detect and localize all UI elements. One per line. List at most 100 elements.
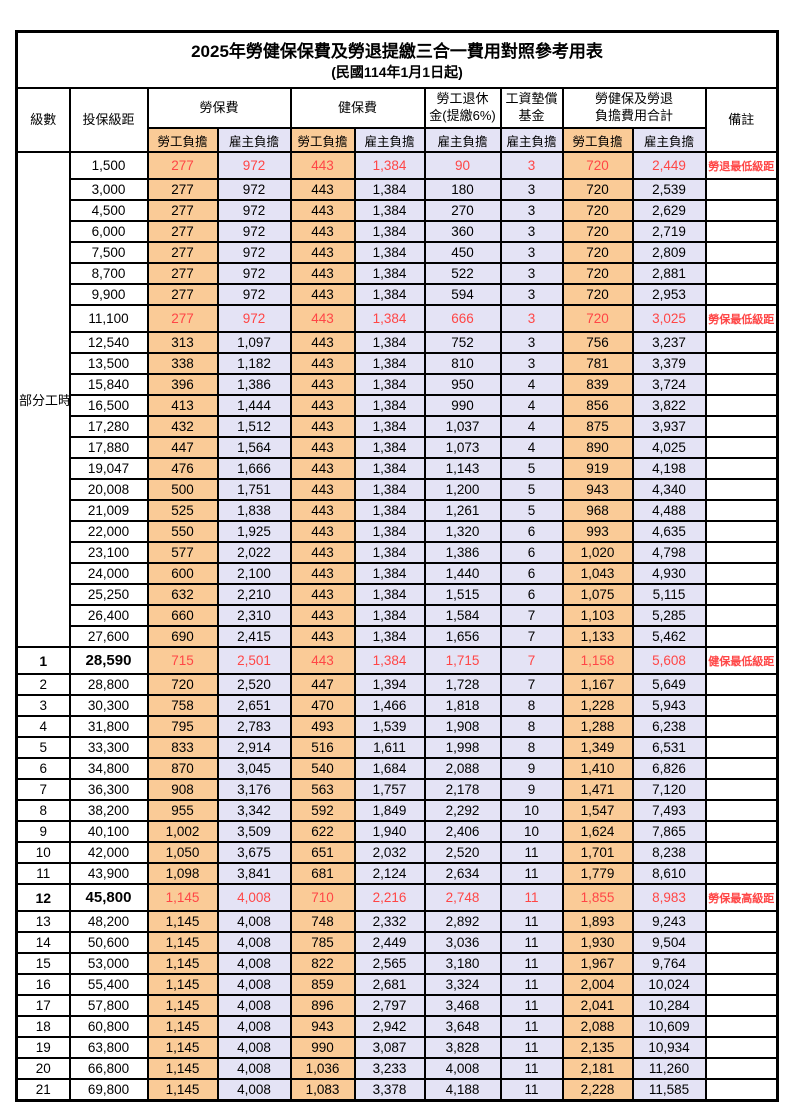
cell-labor-employer: 4,008 (216, 910, 292, 933)
cell-total-employee: 1,103 (561, 604, 634, 627)
cell-labor-employer: 972 (216, 151, 292, 180)
remark-cell (704, 436, 779, 459)
level-cell: 7 (15, 778, 71, 801)
cell-health-employee: 443 (289, 583, 356, 606)
cell-labor-employee: 1,145 (146, 1057, 219, 1080)
cell-pension-employer: 1,998 (423, 736, 502, 759)
cell-health-employer: 2,449 (353, 931, 426, 954)
level-cell: 15 (15, 952, 71, 975)
bracket-cell: 28,590 (68, 646, 149, 675)
remark-cell (704, 673, 779, 696)
cell-total-employee: 1,893 (561, 910, 634, 933)
cell-pension-employer: 2,406 (423, 820, 502, 843)
cell-labor-employer: 2,501 (216, 646, 292, 675)
cell-labor-employee: 1,145 (146, 952, 219, 975)
cell-wagefund-employer: 3 (499, 283, 564, 306)
cell-pension-employer: 1,073 (423, 436, 502, 459)
cell-total-employee: 1,020 (561, 541, 634, 564)
subheader-total-employee: 勞工負擔 (561, 127, 634, 153)
cell-wagefund-employer: 11 (499, 973, 564, 996)
bracket-cell: 23,100 (68, 541, 149, 564)
cell-total-employee: 1,779 (561, 862, 634, 885)
cell-labor-employee: 500 (146, 478, 219, 501)
table-row: 23,100 577 2,022 443 1,384 1,386 6 1,020 4,798 (17, 541, 779, 564)
cell-wagefund-employer: 6 (499, 583, 564, 606)
cell-labor-employer: 4,008 (216, 1057, 292, 1080)
cell-labor-employer: 3,342 (216, 799, 292, 822)
cell-total-employer: 3,937 (631, 415, 707, 438)
cell-health-employer: 1,384 (353, 478, 426, 501)
table-row: 8 38,200 955 3,342 592 1,849 2,292 10 1,547 7,493 (15, 799, 779, 822)
remark-cell (704, 283, 779, 306)
col-header-pension: 勞工退休 金(提繳6%) (423, 87, 502, 129)
cell-labor-employer: 3,841 (216, 862, 292, 885)
cell-labor-employee: 632 (146, 583, 219, 606)
cell-health-employer: 2,565 (353, 952, 426, 975)
cell-wagefund-employer: 11 (499, 841, 564, 864)
cell-total-employer: 4,198 (631, 457, 707, 480)
table-row: 6,000 277 972 443 1,384 360 3 720 2,719 (17, 220, 779, 243)
remark-cell (704, 331, 779, 354)
cell-total-employer: 11,260 (631, 1057, 707, 1080)
cell-labor-employer: 4,008 (216, 1015, 292, 1038)
table-row: 1 28,590 715 2,501 443 1,384 1,715 7 1,158 5,608 健… (15, 646, 779, 675)
cell-labor-employer: 3,176 (216, 778, 292, 801)
col-header-health-insurance: 健保費 (289, 87, 426, 129)
cell-health-employee: 651 (289, 841, 356, 864)
cell-total-employer: 2,953 (631, 283, 707, 306)
cell-total-employer: 7,865 (631, 820, 707, 843)
level-cell: 20 (15, 1057, 71, 1080)
bracket-cell: 22,000 (68, 520, 149, 543)
cell-wagefund-employer: 3 (499, 199, 564, 222)
cell-health-employee: 1,083 (289, 1078, 356, 1101)
cell-labor-employee: 1,002 (146, 820, 219, 843)
bracket-cell: 31,800 (68, 715, 149, 738)
cell-wagefund-employer: 11 (499, 1036, 564, 1059)
cell-pension-employer: 2,178 (423, 778, 502, 801)
cell-labor-employee: 277 (146, 151, 219, 180)
cell-pension-employer: 752 (423, 331, 502, 354)
cell-labor-employee: 1,145 (146, 910, 219, 933)
cell-health-employee: 443 (289, 373, 356, 396)
table-row: 19,047 476 1,666 443 1,384 1,143 5 919 4,198 (17, 457, 779, 480)
table-row: 3 30,300 758 2,651 470 1,466 1,818 8 1,228 5,943 (15, 694, 779, 717)
cell-wagefund-employer: 5 (499, 478, 564, 501)
cell-health-employee: 516 (289, 736, 356, 759)
cell-labor-employee: 413 (146, 394, 219, 417)
col-header-labor-insurance: 勞保費 (146, 87, 292, 129)
cell-labor-employee: 870 (146, 757, 219, 780)
cell-total-employer: 2,539 (631, 178, 707, 201)
cell-wagefund-employer: 11 (499, 883, 564, 912)
cell-health-employer: 1,394 (353, 673, 426, 696)
cell-health-employee: 443 (289, 304, 356, 333)
table-row: 6 34,800 870 3,045 540 1,684 2,088 9 1,410 6,826 (15, 757, 779, 780)
remark-cell (704, 541, 779, 564)
bracket-cell: 40,100 (68, 820, 149, 843)
cell-labor-employee: 432 (146, 415, 219, 438)
cell-health-employee: 443 (289, 541, 356, 564)
remark-cell (704, 820, 779, 843)
cell-wagefund-employer: 8 (499, 694, 564, 717)
remark-cell (704, 778, 779, 801)
table-row: 20 66,800 1,145 4,008 1,036 3,233 4,008 11 2,181… (15, 1057, 779, 1080)
bracket-cell: 30,300 (68, 694, 149, 717)
remark-cell (704, 799, 779, 822)
cell-labor-employer: 3,045 (216, 757, 292, 780)
table-row: 部分工時 1,500 277 972 443 1,384 90 3 720 2,449 勞退最低級距 (15, 151, 779, 648)
table-row: 27,600 690 2,415 443 1,384 1,656 7 1,133 5,462 (17, 625, 779, 648)
cell-labor-employee: 1,098 (146, 862, 219, 885)
cell-total-employee: 839 (561, 373, 634, 396)
cell-labor-employer: 2,415 (216, 625, 292, 648)
table-row: 10 42,000 1,050 3,675 651 2,032 2,520 11 1,701 8,… (15, 841, 779, 864)
cell-wagefund-employer: 3 (499, 220, 564, 243)
remark-cell (704, 178, 779, 201)
cell-health-employer: 2,797 (353, 994, 426, 1017)
cell-labor-employer: 4,008 (216, 994, 292, 1017)
cell-total-employee: 2,181 (561, 1057, 634, 1080)
cell-total-employer: 2,719 (631, 220, 707, 243)
table-row: 12,540 313 1,097 443 1,384 752 3 756 3,237 (17, 331, 779, 354)
cell-health-employee: 443 (289, 415, 356, 438)
table-row: 9 40,100 1,002 3,509 622 1,940 2,406 10 1,624 7,8… (15, 820, 779, 843)
cell-total-employer: 6,238 (631, 715, 707, 738)
cell-total-employer: 2,629 (631, 199, 707, 222)
